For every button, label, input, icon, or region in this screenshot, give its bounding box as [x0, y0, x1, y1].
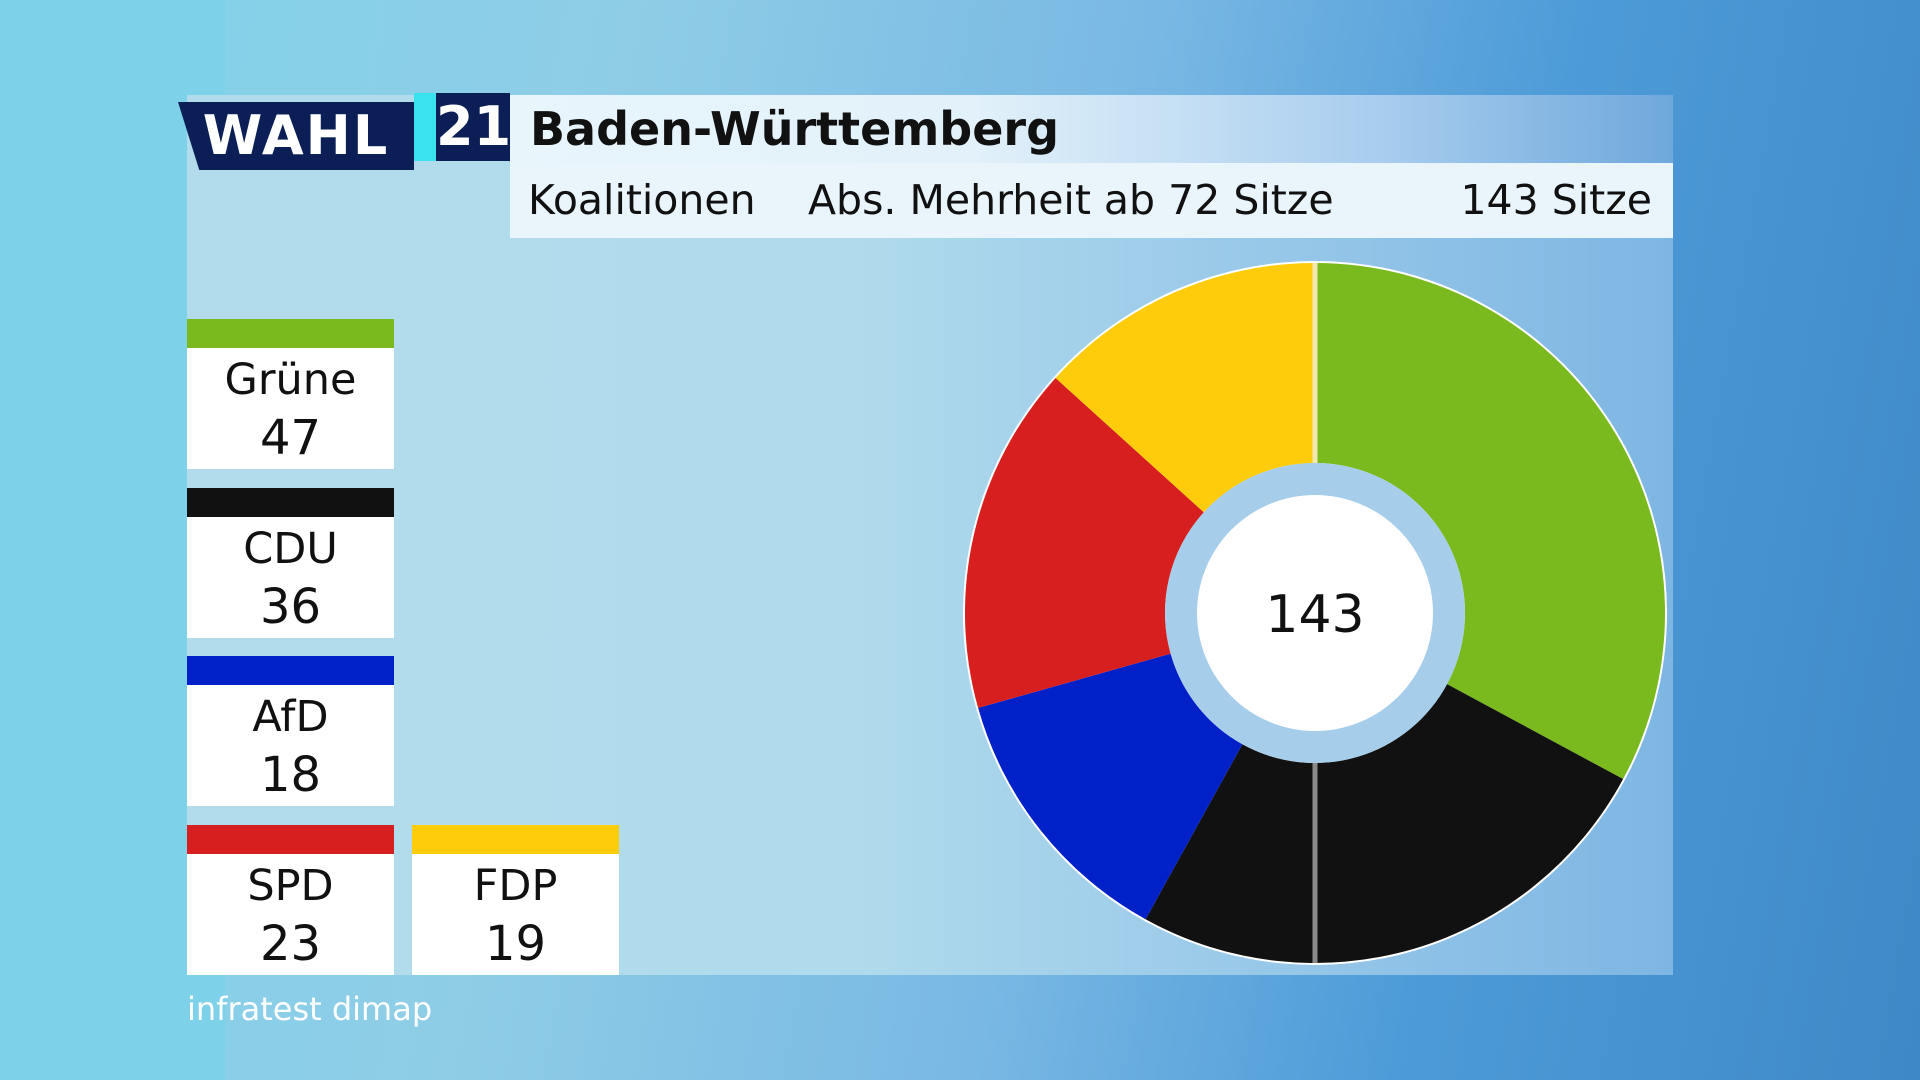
- logo-accent: [414, 93, 438, 161]
- donut-center-label: 143: [1265, 585, 1364, 645]
- donut-slice-spd: [965, 378, 1204, 708]
- legend-color-bar: [187, 825, 394, 854]
- legend-party-seats: 18: [259, 747, 322, 803]
- title-bar: [510, 95, 1673, 163]
- wahl-logo: WAHL: [178, 102, 414, 170]
- legend-party-name: Grüne: [224, 355, 357, 405]
- subtitle-coalitions: Koalitionen: [528, 176, 756, 224]
- legend-party-seats: 36: [259, 579, 322, 635]
- legend-card-cdu: CDU 36: [187, 488, 394, 638]
- legend-party-name: FDP: [473, 861, 558, 911]
- donut-center: [1197, 495, 1433, 731]
- wahl-logo-year: 21: [436, 93, 511, 161]
- subtitle-bar: [510, 163, 1673, 238]
- page-title: Baden-Württemberg: [530, 102, 1060, 156]
- legend-party-seats: 19: [484, 916, 547, 972]
- legend-color-bar: [187, 488, 394, 517]
- legend-card-fdp: FDP 19: [412, 825, 619, 975]
- donut-slice-gruene: [1315, 263, 1665, 780]
- legend-party-name: CDU: [243, 524, 338, 574]
- donut-slice-cdu: [1145, 684, 1624, 963]
- legend-card-gruene: Grüne 47: [187, 319, 394, 469]
- subtitle-majority: Abs. Mehrheit ab 72 Sitze: [808, 176, 1334, 224]
- legend-color-bar: [412, 825, 619, 854]
- seat-donut-chart: 143: [963, 261, 1667, 965]
- legend-color-bar: [187, 656, 394, 685]
- legend-party-name: AfD: [252, 692, 329, 742]
- donut-slice-afd: [978, 653, 1243, 920]
- legend-card-afd: AfD 18: [187, 656, 394, 806]
- legend-party-seats: 23: [259, 916, 322, 972]
- donut-slice-fdp: [1055, 263, 1315, 513]
- legend-card-spd: SPD 23: [187, 825, 394, 975]
- legend-party-seats: 47: [259, 410, 322, 466]
- legend-party-name: SPD: [247, 861, 334, 911]
- legend-color-bar: [187, 319, 394, 348]
- source-credit: infratest dimap: [187, 990, 433, 1028]
- subtitle-total-seats: 143 Sitze: [1460, 176, 1652, 224]
